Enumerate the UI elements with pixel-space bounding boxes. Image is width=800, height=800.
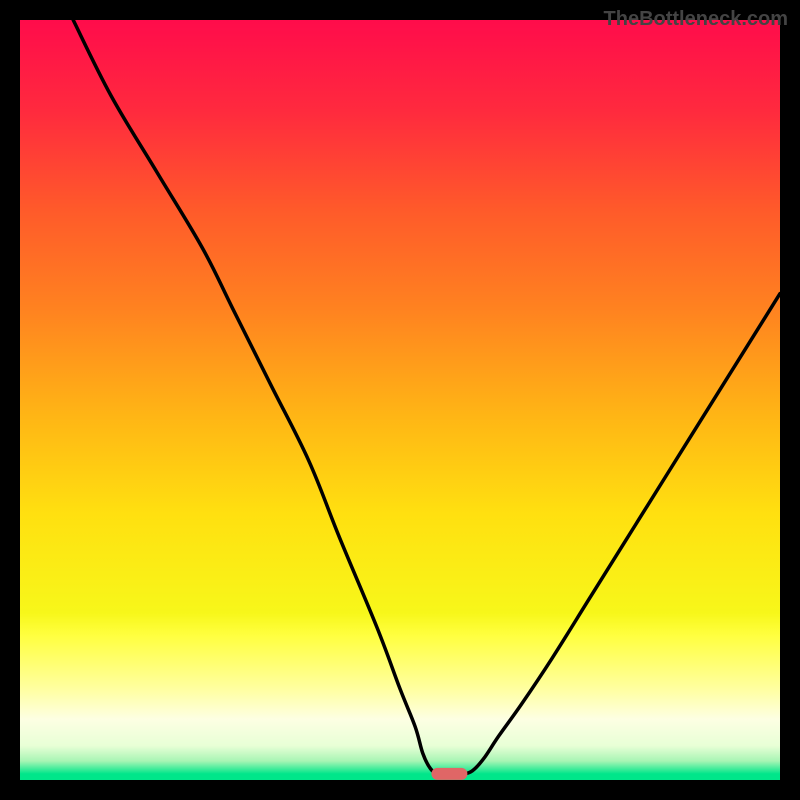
optimal-marker	[431, 768, 467, 780]
watermark-text: TheBottleneck.com	[604, 8, 788, 31]
bottleneck-chart	[0, 0, 800, 800]
chart-container: TheBottleneck.com	[0, 0, 800, 800]
